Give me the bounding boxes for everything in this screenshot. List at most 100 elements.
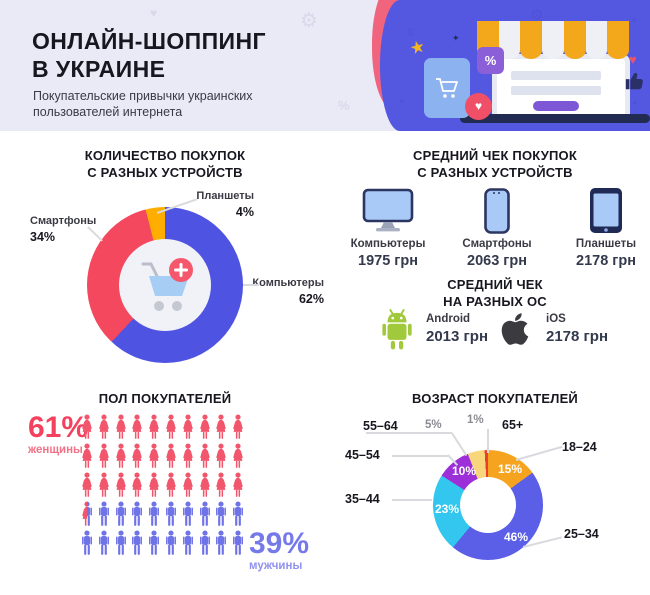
age-pct-5: 5%: [425, 419, 442, 431]
male-share: 39% мужчины: [249, 527, 310, 573]
callout-smartphones: Смартфоны 34%: [30, 215, 97, 244]
pictogram-female-icon: [147, 472, 164, 501]
pictogram-female-icon: [97, 443, 114, 472]
pictogram-male-icon: [181, 501, 198, 530]
female-share: 61% женщины: [28, 411, 89, 457]
pictogram-female-icon: [97, 414, 114, 443]
donut-center: [460, 477, 516, 533]
age-slice-label: 46%: [503, 530, 529, 544]
laptop-screen: [492, 54, 630, 120]
donut-center: [119, 239, 211, 331]
avg-check-os-title: СРЕДНИЙ ЧЕК НА РАЗНЫХ ОС: [443, 277, 547, 309]
age-range-65plus: 65+: [502, 418, 524, 432]
age-slice-label: 15%: [497, 462, 523, 476]
pictogram-female-icon: [164, 472, 181, 501]
female-percent: 61%: [28, 411, 89, 444]
pictogram-female-icon: [231, 414, 248, 443]
leader-line: [243, 284, 259, 286]
callout-tablets: Планшеты 4%: [196, 190, 254, 219]
male-label: мужчины: [249, 560, 303, 572]
pictogram-male-icon: [147, 501, 164, 530]
avg-check-device-title: СРЕДНИЙ ЧЕК ПОКУПОК С РАЗНЫХ УСТРОЙСТВ: [412, 148, 578, 180]
pictogram-female-icon: [147, 443, 164, 472]
pictogram-split-icon: [80, 501, 94, 529]
male-percent: 39%: [249, 527, 310, 560]
pictogram-male-icon: [130, 501, 147, 530]
desktop-icon: [362, 188, 414, 232]
tablet-icon: [590, 188, 622, 233]
pictogram-male-icon: [164, 530, 181, 559]
gear-icon: ⚙: [300, 10, 318, 32]
female-label: женщины: [28, 444, 83, 456]
leader-line: [515, 445, 563, 461]
age-range-55-64: 55–64: [363, 419, 398, 433]
pictogram-female-icon: [181, 472, 198, 501]
pictogram-female-icon: [130, 414, 147, 443]
age-range-45-54: 45–54: [345, 448, 380, 462]
pictogram-male-icon: [231, 530, 248, 559]
page-subtitle: Покупательские привычки украинских польз…: [33, 89, 253, 119]
leader-line: [392, 455, 448, 457]
pictogram-female-icon: [114, 414, 131, 443]
like-badge-icon: ♥: [465, 93, 492, 120]
pictogram-male-icon: [214, 530, 231, 559]
device-tablets: Планшеты 2178 грн: [551, 186, 650, 269]
pictogram-female-icon: [231, 443, 248, 472]
pictogram-female-icon: [114, 443, 131, 472]
screen-button: [533, 101, 579, 111]
shopping-cart-icon: [141, 258, 193, 311]
percent-decal: %: [338, 98, 350, 113]
sparkle-icon: ✦: [630, 16, 639, 27]
pictogram-male-icon: [97, 530, 114, 559]
leader-line: [392, 499, 432, 501]
callout-computers: Компьютеры 62%: [252, 277, 324, 306]
age-range-18-24: 18–24: [562, 440, 597, 454]
pictogram-male-icon: [164, 501, 181, 530]
pictogram-female-icon: [164, 414, 181, 443]
device-smartphones: Смартфоны 2063 грн: [442, 186, 552, 269]
sparkle-icon: ✦: [452, 33, 460, 43]
pictogram-female-icon: [214, 443, 231, 472]
purchases-by-device-title: КОЛИЧЕСТВО ПОКУПОК С РАЗНЫХ УСТРОЙСТВ: [84, 148, 246, 180]
age-pct-1: 1%: [467, 414, 484, 426]
pictogram-male-icon: [198, 501, 215, 530]
pictogram-female-icon: [181, 414, 198, 443]
pictogram-female-icon: [214, 414, 231, 443]
gender-title: ПОЛ ПОКУПАТЕЛЕЙ: [98, 391, 232, 406]
leader-line: [366, 432, 452, 434]
gender-pictogram-grid: [80, 414, 248, 559]
age-title: ВОЗРАСТ ПОКУПАТЕЛЕЙ: [412, 391, 578, 406]
pictogram-male-icon: [130, 530, 147, 559]
android-icon: [382, 309, 412, 350]
smartphone-icon: [484, 188, 510, 234]
heart-decal: ♥: [150, 6, 158, 20]
cart-card-icon: [424, 58, 470, 118]
pictogram-female-icon: [198, 414, 215, 443]
pictogram-male-icon: [147, 530, 164, 559]
thumbs-up-icon: [625, 72, 643, 90]
pictogram-female-icon: [130, 443, 147, 472]
purchases-donut-chart: [87, 207, 243, 363]
pictogram-female-icon: [147, 414, 164, 443]
dot-icon: ●: [632, 98, 637, 107]
os-android: Android 2013 грн: [378, 306, 488, 352]
pictogram-female-icon: [114, 472, 131, 501]
age-range-35-44: 35–44: [345, 492, 380, 506]
pictogram-female-icon: [130, 472, 147, 501]
pictogram-female-icon: [181, 443, 198, 472]
pictogram-male-icon: [114, 530, 131, 559]
pictogram-male-icon: [181, 530, 198, 559]
pictogram-female-icon: [214, 472, 231, 501]
cart-glyph-icon: [436, 78, 458, 98]
apple-icon: [501, 313, 529, 345]
pictogram-female-icon: [198, 443, 215, 472]
age-range-25-34: 25–34: [564, 527, 599, 541]
page-title: ОНЛАЙН-ШОППИНГ В УКРАИНЕ: [32, 28, 266, 82]
pictogram-male-icon: [214, 501, 231, 530]
pictogram-female-icon: [80, 472, 97, 501]
pictogram-male-icon: [231, 501, 248, 530]
gear-icon: ⚙: [406, 27, 416, 39]
pictogram-female-icon: [198, 472, 215, 501]
pictogram-female-icon: [80, 414, 97, 443]
